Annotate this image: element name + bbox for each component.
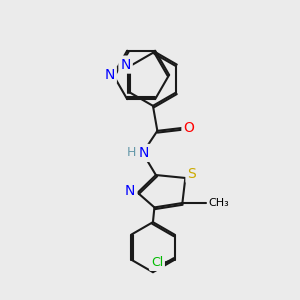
Text: N: N [125, 184, 136, 198]
Text: Cl: Cl [151, 256, 163, 269]
Text: H: H [127, 146, 136, 159]
Text: S: S [188, 167, 196, 182]
Text: O: O [183, 121, 194, 135]
Text: N: N [120, 58, 131, 72]
Text: N: N [104, 68, 115, 82]
Text: N: N [139, 146, 149, 160]
Text: CH₃: CH₃ [209, 198, 230, 208]
